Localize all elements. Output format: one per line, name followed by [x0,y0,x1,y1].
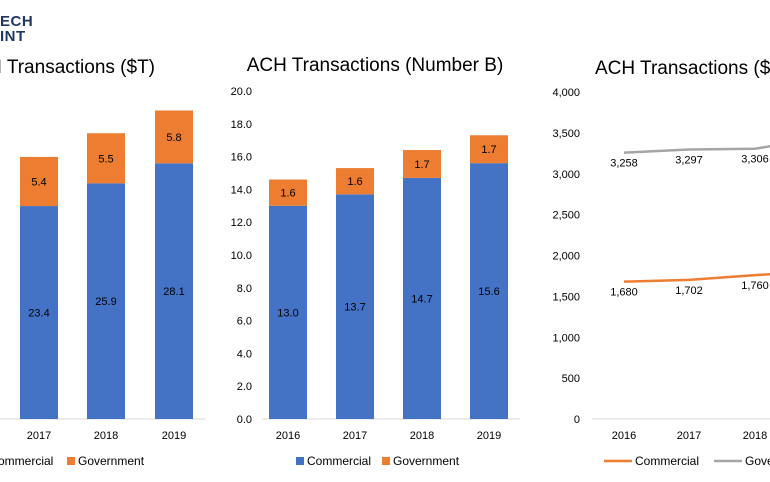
chart3-title: ACH Transactions ($ [595,58,770,79]
chart2-label-government-2018: 1.7 [414,159,429,171]
chart3-line-government [623,145,770,154]
chart2-ytick-1: 2.0 [237,381,252,393]
chart2-label-government-2017: 1.6 [347,176,362,188]
chart2-bar-commercial-2019 [470,163,508,419]
chart1-label-commercial-2018: 25.9 [95,296,116,308]
company-logo: ECH INT [0,14,33,44]
chart2-bar-commercial-2017 [336,194,374,419]
chart2-ytick-5: 10.0 [231,250,252,262]
chart2-ytick-8: 16.0 [231,152,252,164]
chart3-ytick-1: 500 [562,373,580,385]
chart2-ytick-6: 12.0 [231,217,252,229]
chart2-ytick-7: 14.0 [231,184,252,196]
chart1-xtick-2017: 2017 [27,430,51,442]
chart3-label-government-2017: 3,297 [675,154,703,166]
chart1-xtick-2019: 2019 [162,430,186,442]
chart3-ytick-2: 1,000 [552,332,580,344]
chart2-ytick-2: 4.0 [237,348,252,360]
chart3-label-government-2016: 3,258 [610,158,638,170]
chart2-label-government-2016: 1.6 [280,188,295,200]
chart3-ytick-5: 2,500 [552,210,580,222]
chart1-label-government-2018: 5.5 [98,153,113,165]
chart2-ytick-3: 6.0 [237,316,252,328]
chart2-bar-government-2019 [470,135,508,164]
chart2-label-government-2019: 1.7 [481,144,496,156]
chart2-label-commercial-2017: 13.7 [344,302,365,314]
logo-line-2: INT [0,28,26,45]
chart1-xtick-2018: 2018 [94,430,118,442]
chart3-ytick-4: 2,000 [552,251,580,263]
chart1-bar-government-2019 [155,110,193,164]
chart1-legend-government-swatch [67,457,75,465]
chart3-xtick-2016: 2016 [612,430,636,442]
chart3-line-commercial [623,273,770,283]
chart1-bar-government-2017 [20,156,58,207]
chart2-bar-government-2016 [269,179,307,206]
chart2-legend-government-label: Government [393,454,460,468]
chart1-label-commercial-2017: 23.4 [28,308,49,320]
chart2-ytick-0: 0.0 [237,414,252,426]
chart1-bar-commercial-2019 [155,163,193,419]
chart3-ytick-8: 4,000 [552,87,580,99]
chart1-bar-commercial-2018 [87,183,125,419]
chart1-label-government-2017: 5.4 [31,176,46,188]
chart2-bar-government-2018 [403,150,441,178]
chart2-title: ACH Transactions (Number B) [247,55,504,76]
chart3-xtick-2017: 2017 [677,430,701,442]
chart3-ytick-6: 3,000 [552,169,580,181]
chart1-bar-government-2018 [87,133,125,184]
chart2-legend-commercial-label: Commercial [307,454,371,468]
chart2-bar-commercial-2018 [403,177,441,419]
chart1-legend-commercial-label: ommercial [0,454,53,468]
chart3-ytick-0: 0 [574,414,580,426]
chart3-label-commercial-2017: 1,702 [675,285,703,297]
chart3-legend-government-label: Gove [745,454,770,468]
chart2-xtick-2019: 2019 [477,430,501,442]
chart3-xtick-2018: 2018 [743,430,767,442]
chart1-title: H Transactions ($T) [0,57,155,78]
chart3-legend-commercial-label: Commercial [635,454,699,468]
chart1-label-commercial-2019: 28.1 [163,286,184,298]
chart3-label-commercial-2016: 1,680 [610,287,638,299]
chart3-label-commercial-2018: 1,760 [741,280,769,292]
chart1-label-government-2019: 5.8 [166,132,181,144]
chart2-xtick-2018: 2018 [410,430,434,442]
chart1-bar-commercial-2017 [20,206,58,419]
chart2-xtick-2017: 2017 [343,430,367,442]
chart2-legend-government-swatch [382,457,390,465]
chart2-label-commercial-2018: 14.7 [411,293,432,305]
chart2-xtick-2016: 2016 [276,430,300,442]
chart2-label-commercial-2016: 13.0 [277,307,298,319]
chart2-ytick-4: 8.0 [237,283,252,295]
chart2-ytick-10: 20.0 [231,86,252,98]
chart3-ytick-7: 3,500 [552,128,580,140]
chart2-bar-commercial-2016 [269,205,307,419]
chart2-legend-commercial-swatch [296,457,304,465]
logo-line-1: ECH [0,13,34,30]
chart3-ytick-3: 1,500 [552,291,580,303]
chart2-label-commercial-2019: 15.6 [478,286,499,298]
chart1-legend-government-label: Government [78,454,145,468]
chart2-bar-government-2017 [336,168,374,195]
chart2-ytick-9: 18.0 [231,119,252,131]
chart3-label-government-2018: 3,306 [741,154,769,166]
